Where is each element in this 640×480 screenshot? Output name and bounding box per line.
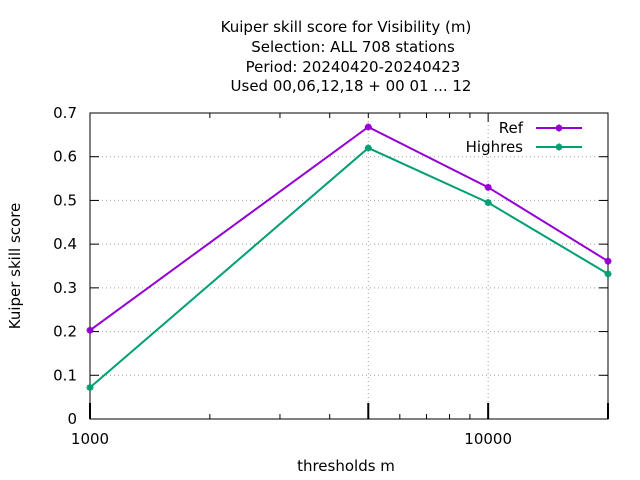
series-ref xyxy=(86,123,612,334)
y-tick-label: 0.7 xyxy=(53,104,77,122)
data-point xyxy=(364,144,372,152)
y-tick-label: 0.1 xyxy=(53,366,77,384)
marker-stroke xyxy=(484,184,492,191)
data-point xyxy=(555,143,563,151)
title-line-4: Used 00,06,12,18 + 00 01 ... 12 xyxy=(231,77,472,95)
y-axis-label: Kuiper skill score xyxy=(6,203,24,330)
series-highres xyxy=(86,144,612,392)
y-tick-label: 0 xyxy=(67,410,77,428)
y-tick-label: 0.4 xyxy=(53,235,77,253)
marker-stroke xyxy=(555,143,563,151)
x-tick-label: 10000 xyxy=(464,430,512,448)
x-tick-label: 1000 xyxy=(71,430,109,448)
marker-stroke xyxy=(604,270,612,278)
y-tick-labels: 0 0.1 0.2 0.3 0.4 0.5 0.6 0.7 xyxy=(53,104,77,428)
title-line-3: Period: 20240420-20240423 xyxy=(246,58,461,76)
marker-stroke xyxy=(86,384,94,391)
data-point xyxy=(604,257,612,265)
data-point xyxy=(86,384,94,392)
legend-item-ref: Ref xyxy=(499,119,582,137)
tick-layer xyxy=(89,112,609,420)
x-tick-labels: 1000 10000 xyxy=(71,430,512,448)
y-tick-label: 0.2 xyxy=(53,323,77,341)
marker-stroke xyxy=(555,124,563,132)
data-point xyxy=(555,124,563,132)
plot-border xyxy=(89,112,609,420)
series-highres-line xyxy=(89,146,609,389)
grid-layer xyxy=(90,113,608,419)
data-point xyxy=(484,183,492,191)
legend-label: Highres xyxy=(466,138,524,156)
data-point xyxy=(86,326,94,334)
marker-stroke xyxy=(365,144,372,152)
title-line-2: Selection: ALL 708 stations xyxy=(251,38,455,56)
data-point xyxy=(364,123,372,131)
chart-title: Kuiper skill score for Visibility (m) Se… xyxy=(221,18,472,95)
data-point xyxy=(484,199,492,207)
x-axis-label: thresholds m xyxy=(297,457,395,475)
legend-label: Ref xyxy=(499,119,524,137)
y-tick-label: 0.3 xyxy=(53,279,77,297)
title-line-1: Kuiper skill score for Visibility (m) xyxy=(221,18,472,36)
data-point xyxy=(604,270,612,278)
marker-stroke xyxy=(484,199,492,206)
marker-stroke xyxy=(604,258,612,265)
legend-item-highres: Highres xyxy=(466,138,582,156)
series-ref-line xyxy=(89,125,609,332)
series-layer xyxy=(86,123,612,392)
y-tick-label: 0.6 xyxy=(53,148,77,166)
y-tick-label: 0.5 xyxy=(53,191,77,209)
marker-stroke xyxy=(86,327,94,334)
marker-stroke xyxy=(365,123,372,131)
